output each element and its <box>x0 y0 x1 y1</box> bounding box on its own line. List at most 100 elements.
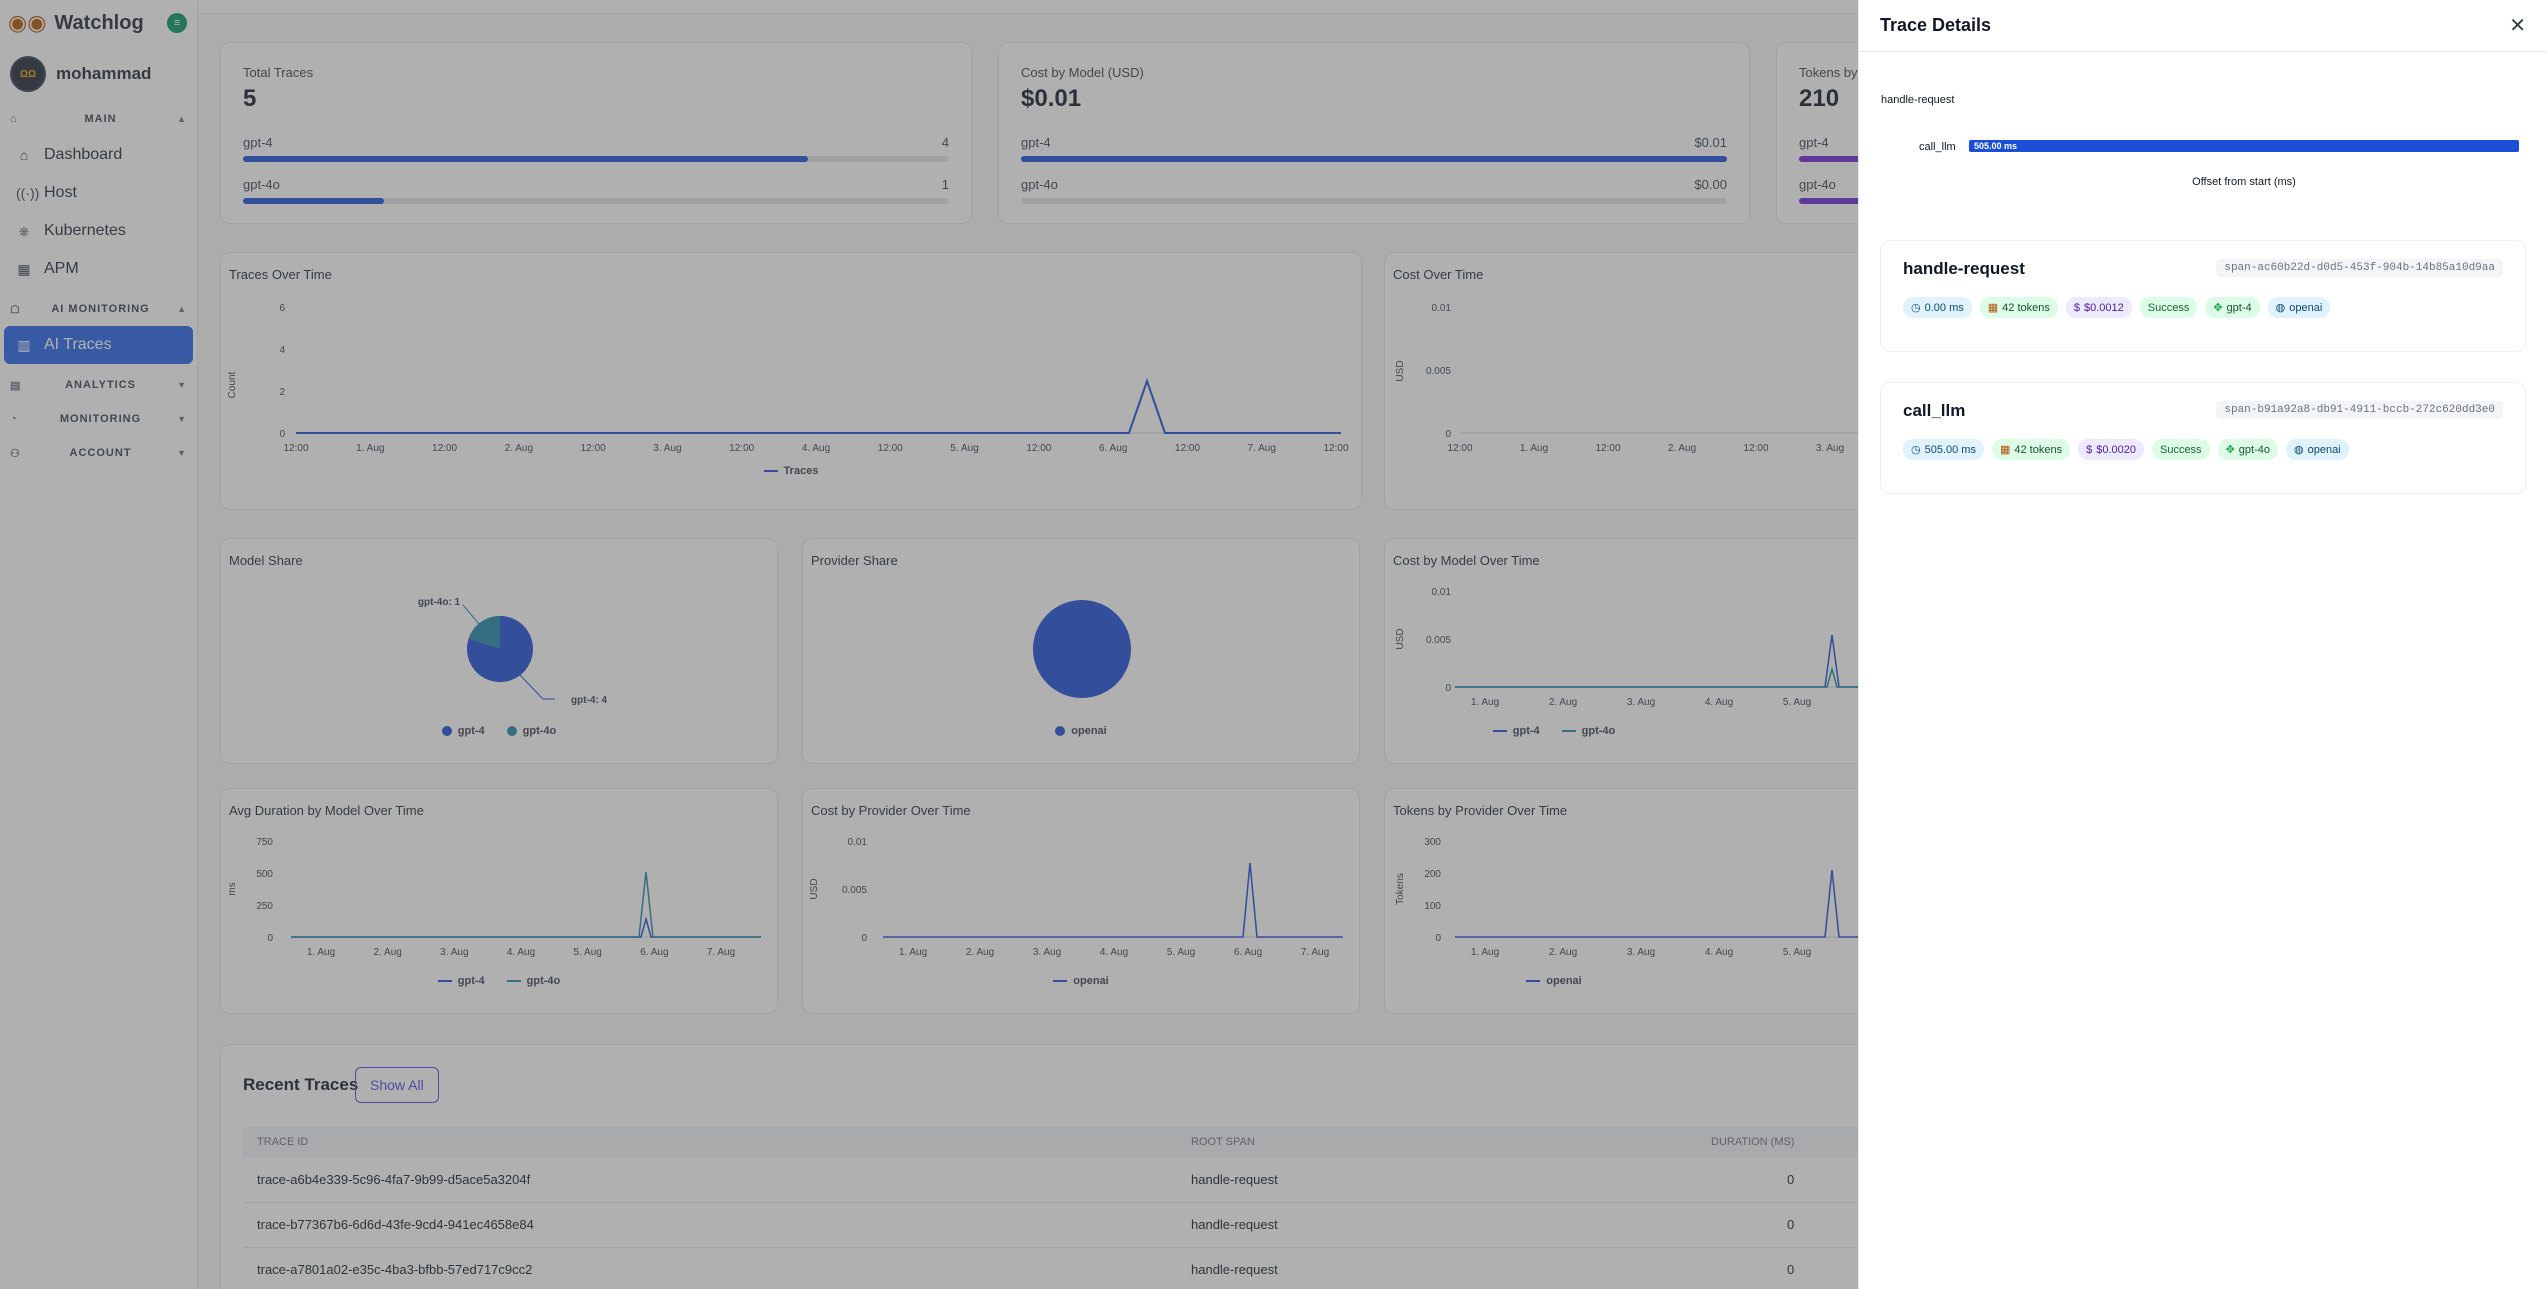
tokens-badge: ▦ 42 tokens <box>1991 439 2071 460</box>
pie-label: gpt-4o: 1 <box>418 597 461 608</box>
chart-model-share: Model Share gpt-4o: 1 gpt-4: 4 gpt-4 gpt-… <box>220 538 778 764</box>
sidebar-item-dashboard[interactable]: ⌂ Dashboard <box>4 136 193 174</box>
chart-cost-over-time: Cost Over Time USD 0.01 0.005 0 12:00 1. Au… <box>1384 252 1885 510</box>
span-card[interactable]: handle-request span-ac60b22d-d0d5-453f-9… <box>1880 240 2526 352</box>
chart-svg: USD 0.01 0.005 0 1. Aug 2. Aug 3. Aug 4. Aug 5… <box>809 837 1343 958</box>
chart-svg: Count 6 4 2 0 12:00 1. Aug 12:00 2. Aug 12:00 3.… <box>227 303 1349 454</box>
y-tick: 0 <box>1435 933 1441 944</box>
stat-total-traces: Total Traces 5 gpt-4 4 gpt-4o 1 <box>220 42 972 224</box>
chevron-up-icon: ▲ <box>177 114 187 124</box>
timeline-bar-label: 505.00 ms <box>1974 141 2018 151</box>
x-tick: 12:00 <box>729 443 754 454</box>
main-content: Total Traces 5 gpt-4 4 gpt-4o 1 Cost by Mo… <box>198 0 2547 1289</box>
brand: ◉◉ Watchlog ≡ <box>0 0 197 46</box>
section-monitoring[interactable]: ◔ MONITORING ▼ <box>10 413 187 425</box>
app-title: Watchlog <box>54 11 144 34</box>
dollar-icon: $ <box>2086 443 2093 456</box>
cost-badge: $ $0.0012 <box>2065 297 2132 318</box>
column-header[interactable]: DURATION (MS) <box>1697 1127 1883 1157</box>
globe-icon: ◍ <box>2293 444 2304 456</box>
legend: gpt-4 gpt-4o <box>1385 725 1723 737</box>
progress-bar <box>243 156 808 162</box>
clock-icon: ◷ <box>1911 302 1921 314</box>
section-account[interactable]: ⚇ ACCOUNT ▼ <box>10 447 187 460</box>
y-tick: 2 <box>279 387 285 398</box>
x-tick: 4. Aug <box>1705 947 1733 958</box>
stat-row: gpt-4o $0.00 <box>1021 177 1727 204</box>
legend: openai <box>803 975 1359 987</box>
table-row[interactable]: trace-a6b4e339-5c96-4fa7-9b99-d5ace5a320… <box>243 1157 1883 1203</box>
chevron-down-icon: ▼ <box>177 380 187 390</box>
chart-svg: ms 750 500 250 0 1. Aug 2. Aug 3. Aug 4. Aug 5.… <box>227 837 761 958</box>
cost-badge: $ $0.0020 <box>2078 439 2144 460</box>
x-tick: 5. Aug <box>1783 697 1811 708</box>
section-main[interactable]: ⌂ MAIN ▲ <box>10 113 187 125</box>
progress-bar <box>243 198 385 204</box>
globe-icon: ◍ <box>2275 302 2286 314</box>
x-tick: 2. Aug <box>1668 443 1696 454</box>
modal-backdrop[interactable] <box>0 0 1858 1289</box>
section-analytics[interactable]: ▤ ANALYTICS ▼ <box>10 379 187 392</box>
sidebar-item-host[interactable]: ((·)) Host <box>16 184 77 201</box>
pie-label: gpt-4: 4 <box>571 695 608 706</box>
provider-badge: ◍ openai <box>2267 297 2331 318</box>
account-icon: ⚇ <box>10 447 21 460</box>
series-line-openai <box>883 862 1343 938</box>
table-row[interactable]: trace-b77367b6-6d6d-43fe-9cd4-941ec4658e… <box>243 1202 1883 1248</box>
menu-toggle-icon[interactable]: ≡ <box>167 13 187 33</box>
bar-chart-icon: ▥ <box>17 336 31 353</box>
section-ai-monitoring[interactable]: ☖ AI MONITORING ▲ <box>10 303 187 316</box>
x-tick: 12:00 <box>1026 443 1051 454</box>
chart-svg: gpt-4o: 1 gpt-4: 4 <box>418 597 608 706</box>
y-axis-label: Tokens <box>1395 873 1406 905</box>
recent-traces-title: Recent Traces <box>243 1075 359 1094</box>
token-icon: ▦ <box>1987 302 1999 314</box>
column-header[interactable]: TRACE ID <box>243 1127 1177 1157</box>
x-ticks: 12:00 1. Aug 12:00 2. Aug 12:00 3. Aug <box>1447 443 1844 454</box>
chart-provider-share: Provider Share openai <box>802 538 1360 764</box>
y-axis-label: ms <box>227 882 238 895</box>
y-tick: 200 <box>1424 869 1441 880</box>
sidebar: ◉◉ Watchlog ≡ ΩΩ mohammad ⌂ MAIN ▲ ⌂ Dash… <box>0 0 198 1289</box>
x-tick: 12:00 <box>878 443 903 454</box>
span-id: span-b91a92a8-db91-4911-bccb-272c620dd3e… <box>2216 401 2503 419</box>
sidebar-item-kubernetes[interactable]: ⎈ Kubernetes <box>4 212 193 250</box>
table-row[interactable]: trace-a7801a02-e35c-4ba3-bfbb-57ed717c9c… <box>243 1247 1883 1289</box>
duration-badge: ◷ 505.00 ms <box>1903 439 1984 460</box>
chevron-up-icon: ▲ <box>177 304 187 314</box>
show-all-button[interactable]: Show All <box>355 1067 439 1103</box>
sidebar-item-ai-traces[interactable]: ▥ AI Traces <box>4 326 193 364</box>
legend: openai <box>803 725 1359 737</box>
sidebar-item-apm[interactable]: ▦ APM <box>17 260 79 277</box>
y-tick: 6 <box>279 303 285 314</box>
timeline-child-label: call_llm <box>1919 141 1956 153</box>
legend: gpt-4 gpt-4o <box>221 975 777 987</box>
status-badge: Success <box>2151 439 2210 460</box>
x-tick: 3. Aug <box>1627 947 1655 958</box>
x-tick: 3. Aug <box>1627 697 1655 708</box>
chart-svg: Tokens 300 200 100 0 1. Aug 2. Aug 3. Aug 4. A… <box>1395 837 1885 958</box>
y-tick: 0.01 <box>1432 303 1452 314</box>
y-ticks: 6 4 2 0 <box>279 303 285 440</box>
analytics-icon: ▤ <box>10 379 22 392</box>
timeline-bar[interactable]: 505.00 ms <box>1969 140 2519 152</box>
progress-bar <box>1021 156 1727 162</box>
y-tick: 0 <box>1445 683 1451 694</box>
x-tick: 12:00 <box>581 443 606 454</box>
y-tick: 100 <box>1424 901 1441 912</box>
column-header[interactable]: ROOT SPAN <box>1177 1127 1697 1157</box>
user-profile[interactable]: ΩΩ mohammad <box>0 46 197 102</box>
x-tick: 1. Aug <box>1520 443 1548 454</box>
dollar-icon: $ <box>2073 301 2080 314</box>
x-tick: 2. Aug <box>505 443 533 454</box>
home-icon: ⌂ <box>10 113 18 125</box>
timeline-axis-label: Offset from start (ms) <box>2192 176 2296 188</box>
close-icon[interactable]: ✕ <box>2509 15 2526 37</box>
x-tick: 4. Aug <box>507 947 535 958</box>
y-tick: 300 <box>1424 837 1441 848</box>
span-card[interactable]: call_llm span-b91a92a8-db91-4911-bccb-27… <box>1880 382 2526 494</box>
x-tick: 7. Aug <box>1248 443 1276 454</box>
chart-cost-by-provider: Cost by Provider Over Time USD 0.01 0.005… <box>802 788 1360 1014</box>
y-axis-label: USD <box>1395 360 1406 381</box>
